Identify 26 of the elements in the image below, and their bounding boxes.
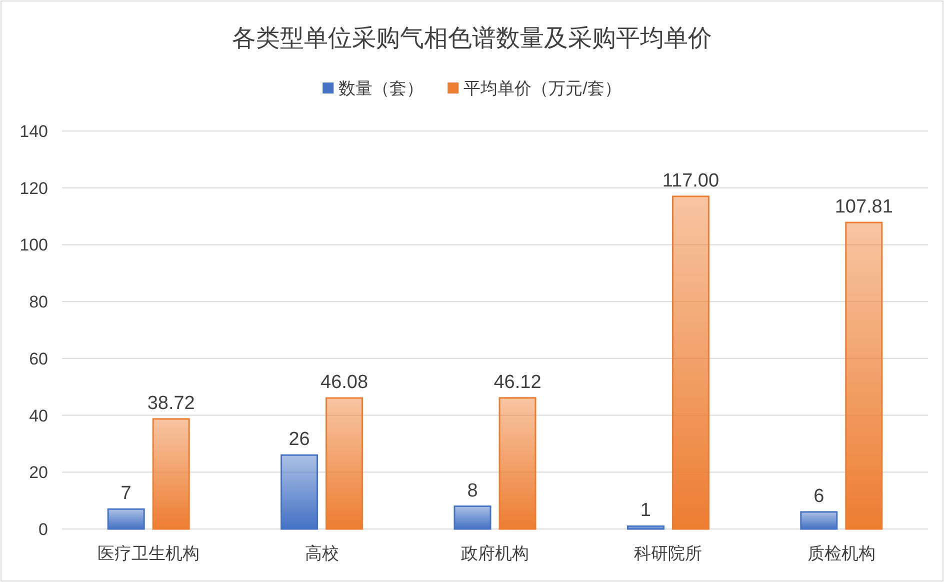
data-label: 46.08 (320, 372, 368, 393)
y-tick-label: 20 (29, 463, 48, 482)
y-tick-label: 80 (29, 292, 48, 312)
y-tick-label: 140 (20, 122, 48, 141)
data-label: 38.72 (147, 392, 195, 414)
y-tick-label: 120 (20, 178, 48, 198)
x-tick-label: 质检机构 (807, 544, 876, 563)
data-label: 117.00 (662, 170, 720, 192)
y-tick-label: 0 (38, 520, 48, 539)
x-tick-label: 政府机构 (461, 544, 529, 563)
data-label: 26 (288, 429, 310, 450)
legend-label: 平均单价（万元/套） (464, 79, 622, 98)
data-label: 1 (640, 500, 651, 522)
data-label: 8 (467, 480, 478, 502)
data-label: 107.81 (834, 196, 893, 218)
data-label: 7 (120, 483, 132, 504)
y-tick-label: 100 (20, 236, 48, 255)
x-tick-label: 高校 (304, 544, 339, 563)
chart-title: 各类型单位采购气相色谱数量及采购平均单价 (232, 25, 712, 52)
y-tick-label: 60 (29, 349, 48, 368)
x-tick-label: 科研院所 (634, 544, 702, 563)
y-tick-label: 40 (29, 406, 48, 426)
legend-label: 数量（套） (338, 79, 424, 98)
data-label: 6 (814, 486, 824, 507)
data-label: 46.12 (494, 372, 542, 393)
x-tick-label: 医疗卫生机构 (98, 544, 200, 563)
